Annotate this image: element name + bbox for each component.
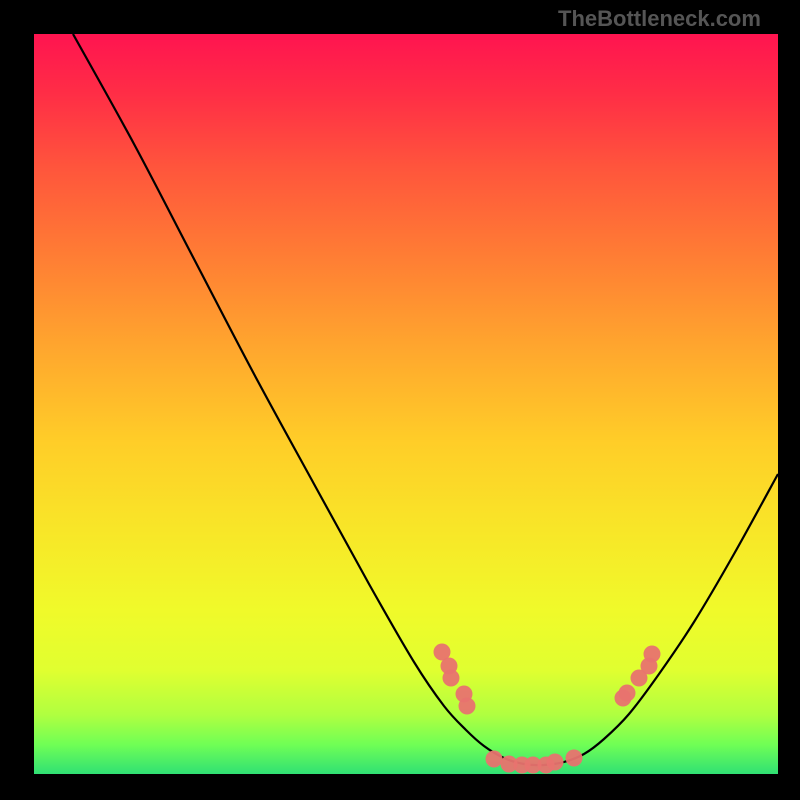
data-point bbox=[644, 646, 661, 663]
data-point bbox=[566, 750, 583, 767]
chart-svg bbox=[34, 34, 778, 774]
data-point bbox=[486, 751, 503, 768]
data-point bbox=[619, 685, 636, 702]
watermark-text: TheBottleneck.com bbox=[558, 6, 761, 32]
data-point bbox=[547, 754, 564, 771]
data-point bbox=[459, 698, 476, 715]
data-point bbox=[443, 670, 460, 687]
chart-container: TheBottleneck.com bbox=[0, 0, 800, 800]
